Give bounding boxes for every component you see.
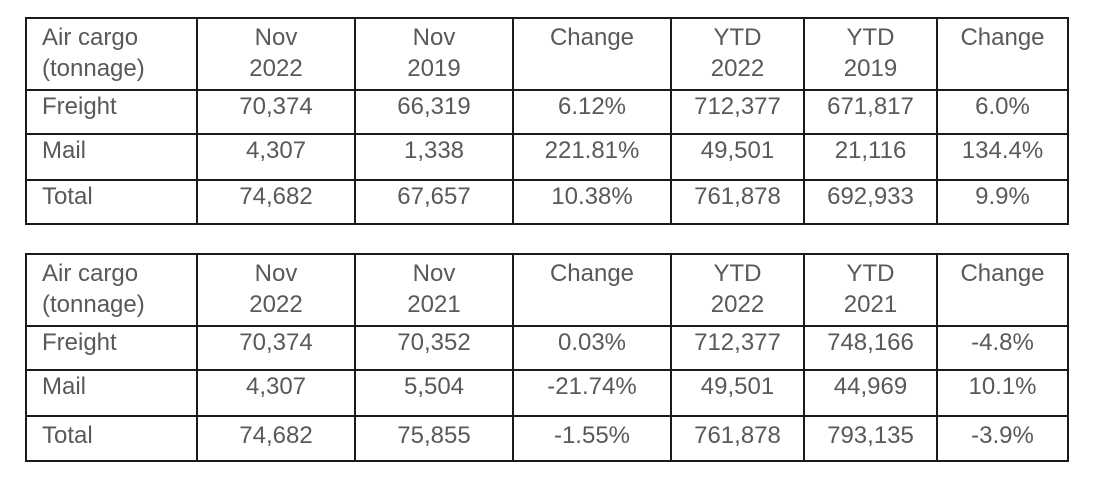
header-label-cell: Air cargo (tonnage)	[25, 253, 198, 327]
header-text: YTD	[846, 260, 895, 287]
row-label: Mail	[25, 369, 198, 417]
header-label-line2: (tonnage)	[42, 55, 145, 82]
cell-ytd-previous: 692,933	[803, 179, 938, 225]
cell-ytd-current: 712,377	[670, 89, 805, 135]
cell-nov-current: 74,682	[196, 415, 356, 462]
cell-ytd-current: 712,377	[670, 325, 805, 371]
header-ytd-current: YTD 2022	[670, 253, 805, 327]
header-text: 2021	[843, 291, 898, 318]
cell-change: 6.12%	[512, 89, 672, 135]
header-text: 2019	[407, 55, 461, 82]
cell-ytd-current: 49,501	[670, 133, 805, 181]
cell-nov-current: 74,682	[196, 179, 356, 225]
header-text: YTD	[713, 24, 762, 51]
cell-ytd-current: 761,878	[670, 179, 805, 225]
table-row-total: Total 74,682 67,657 10.38% 761,878 692,9…	[25, 179, 1069, 225]
cargo-table-vs-2021: Air cargo (tonnage) Nov 2022 Nov 2021 Ch…	[25, 253, 1069, 462]
cell-ytd-change: 6.0%	[936, 89, 1069, 135]
cell-nov-previous: 1,338	[354, 133, 514, 181]
header-nov-current: Nov 2022	[196, 17, 356, 91]
cell-ytd-current: 49,501	[670, 369, 805, 417]
cell-nov-current: 4,307	[196, 369, 356, 417]
cell-change: -21.74%	[512, 369, 672, 417]
cell-change: 10.38%	[512, 179, 672, 225]
header-ytd-current: YTD 2022	[670, 17, 805, 91]
cell-change: -1.55%	[512, 415, 672, 462]
table-header-row: Air cargo (tonnage) Nov 2022 Nov 2019 Ch…	[25, 17, 1069, 91]
cell-ytd-current: 761,878	[670, 415, 805, 462]
table-row-mail: Mail 4,307 1,338 221.81% 49,501 21,116 1…	[25, 133, 1069, 181]
cell-ytd-previous: 44,969	[803, 369, 938, 417]
header-text: Nov	[412, 260, 456, 287]
cell-nov-previous: 5,504	[354, 369, 514, 417]
header-nov-previous: Nov 2019	[354, 17, 514, 91]
cell-ytd-previous: 21,116	[803, 133, 938, 181]
cell-nov-current: 70,374	[196, 89, 356, 135]
row-label: Total	[25, 415, 198, 462]
header-text: Nov	[254, 24, 298, 51]
header-nov-previous: Nov 2021	[354, 253, 514, 327]
table-header-row: Air cargo (tonnage) Nov 2022 Nov 2021 Ch…	[25, 253, 1069, 327]
header-text: Change	[549, 24, 635, 51]
header-nov-current: Nov 2022	[196, 253, 356, 327]
header-text: 2022	[249, 55, 303, 82]
cell-ytd-change: 134.4%	[936, 133, 1069, 181]
header-change: Change	[512, 253, 672, 327]
header-text: 2021	[407, 291, 461, 318]
table-row-mail: Mail 4,307 5,504 -21.74% 49,501 44,969 1…	[25, 369, 1069, 417]
cell-change: 221.81%	[512, 133, 672, 181]
header-text: 2022	[249, 291, 303, 318]
row-label: Freight	[25, 89, 198, 135]
table-row-freight: Freight 70,374 70,352 0.03% 712,377 748,…	[25, 325, 1069, 371]
cell-nov-previous: 70,352	[354, 325, 514, 371]
header-text: 2022	[710, 55, 765, 82]
header-label-line2: (tonnage)	[42, 291, 145, 318]
header-text: Nov	[254, 260, 298, 287]
cell-ytd-change: 9.9%	[936, 179, 1069, 225]
row-label: Freight	[25, 325, 198, 371]
cell-ytd-previous: 748,166	[803, 325, 938, 371]
header-text: 2019	[843, 55, 898, 82]
cell-ytd-change: -3.9%	[936, 415, 1069, 462]
cell-nov-previous: 66,319	[354, 89, 514, 135]
header-change: Change	[512, 17, 672, 91]
table-row-freight: Freight 70,374 66,319 6.12% 712,377 671,…	[25, 89, 1069, 135]
cell-ytd-previous: 671,817	[803, 89, 938, 135]
header-label-line1: Air cargo	[42, 24, 139, 51]
cell-nov-previous: 75,855	[354, 415, 514, 462]
header-ytd-change: Change	[936, 253, 1069, 327]
cell-nov-current: 4,307	[196, 133, 356, 181]
header-text: Change	[960, 24, 1045, 51]
row-label: Mail	[25, 133, 198, 181]
header-label-line1: Air cargo	[42, 260, 139, 287]
table-row-total: Total 74,682 75,855 -1.55% 761,878 793,1…	[25, 415, 1069, 462]
cell-change: 0.03%	[512, 325, 672, 371]
header-text: Change	[960, 260, 1045, 287]
header-ytd-change: Change	[936, 17, 1069, 91]
header-ytd-previous: YTD 2019	[803, 17, 938, 91]
header-ytd-previous: YTD 2021	[803, 253, 938, 327]
cargo-table-vs-2019: Air cargo (tonnage) Nov 2022 Nov 2019 Ch…	[25, 17, 1069, 225]
cell-nov-current: 70,374	[196, 325, 356, 371]
cell-nov-previous: 67,657	[354, 179, 514, 225]
header-text: Change	[549, 260, 635, 287]
row-label: Total	[25, 179, 198, 225]
header-text: YTD	[846, 24, 895, 51]
header-text: Nov	[412, 24, 456, 51]
header-label-cell: Air cargo (tonnage)	[25, 17, 198, 91]
cell-ytd-previous: 793,135	[803, 415, 938, 462]
header-text: YTD	[713, 260, 762, 287]
header-text: 2022	[710, 291, 765, 318]
cell-ytd-change: -4.8%	[936, 325, 1069, 371]
cell-ytd-change: 10.1%	[936, 369, 1069, 417]
